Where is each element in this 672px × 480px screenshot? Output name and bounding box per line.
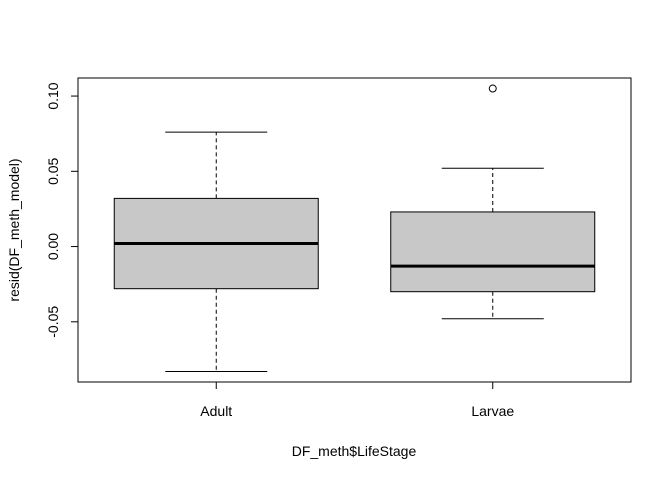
y-tick-label: 0.00 bbox=[45, 233, 61, 260]
y-tick-label: 0.05 bbox=[45, 157, 61, 184]
x-tick-label-larvae: Larvae bbox=[471, 403, 514, 419]
x-tick-label-adult: Adult bbox=[200, 403, 232, 419]
box-larvae bbox=[390, 84, 596, 320]
boxes-layer bbox=[113, 84, 596, 372]
y-tick-label: -0.05 bbox=[45, 306, 61, 338]
y-axis-title: resid(DF_meth_model) bbox=[6, 158, 22, 301]
x-axis: Adult Larvae bbox=[200, 381, 514, 419]
iqr-box bbox=[390, 211, 596, 293]
y-axis: -0.05 0.00 0.05 0.10 bbox=[45, 82, 79, 338]
x-axis-title: DF_meth$LifeStage bbox=[292, 443, 417, 459]
outlier-point bbox=[488, 84, 497, 93]
box-adult bbox=[113, 131, 319, 372]
y-tick-label: 0.10 bbox=[45, 82, 61, 109]
